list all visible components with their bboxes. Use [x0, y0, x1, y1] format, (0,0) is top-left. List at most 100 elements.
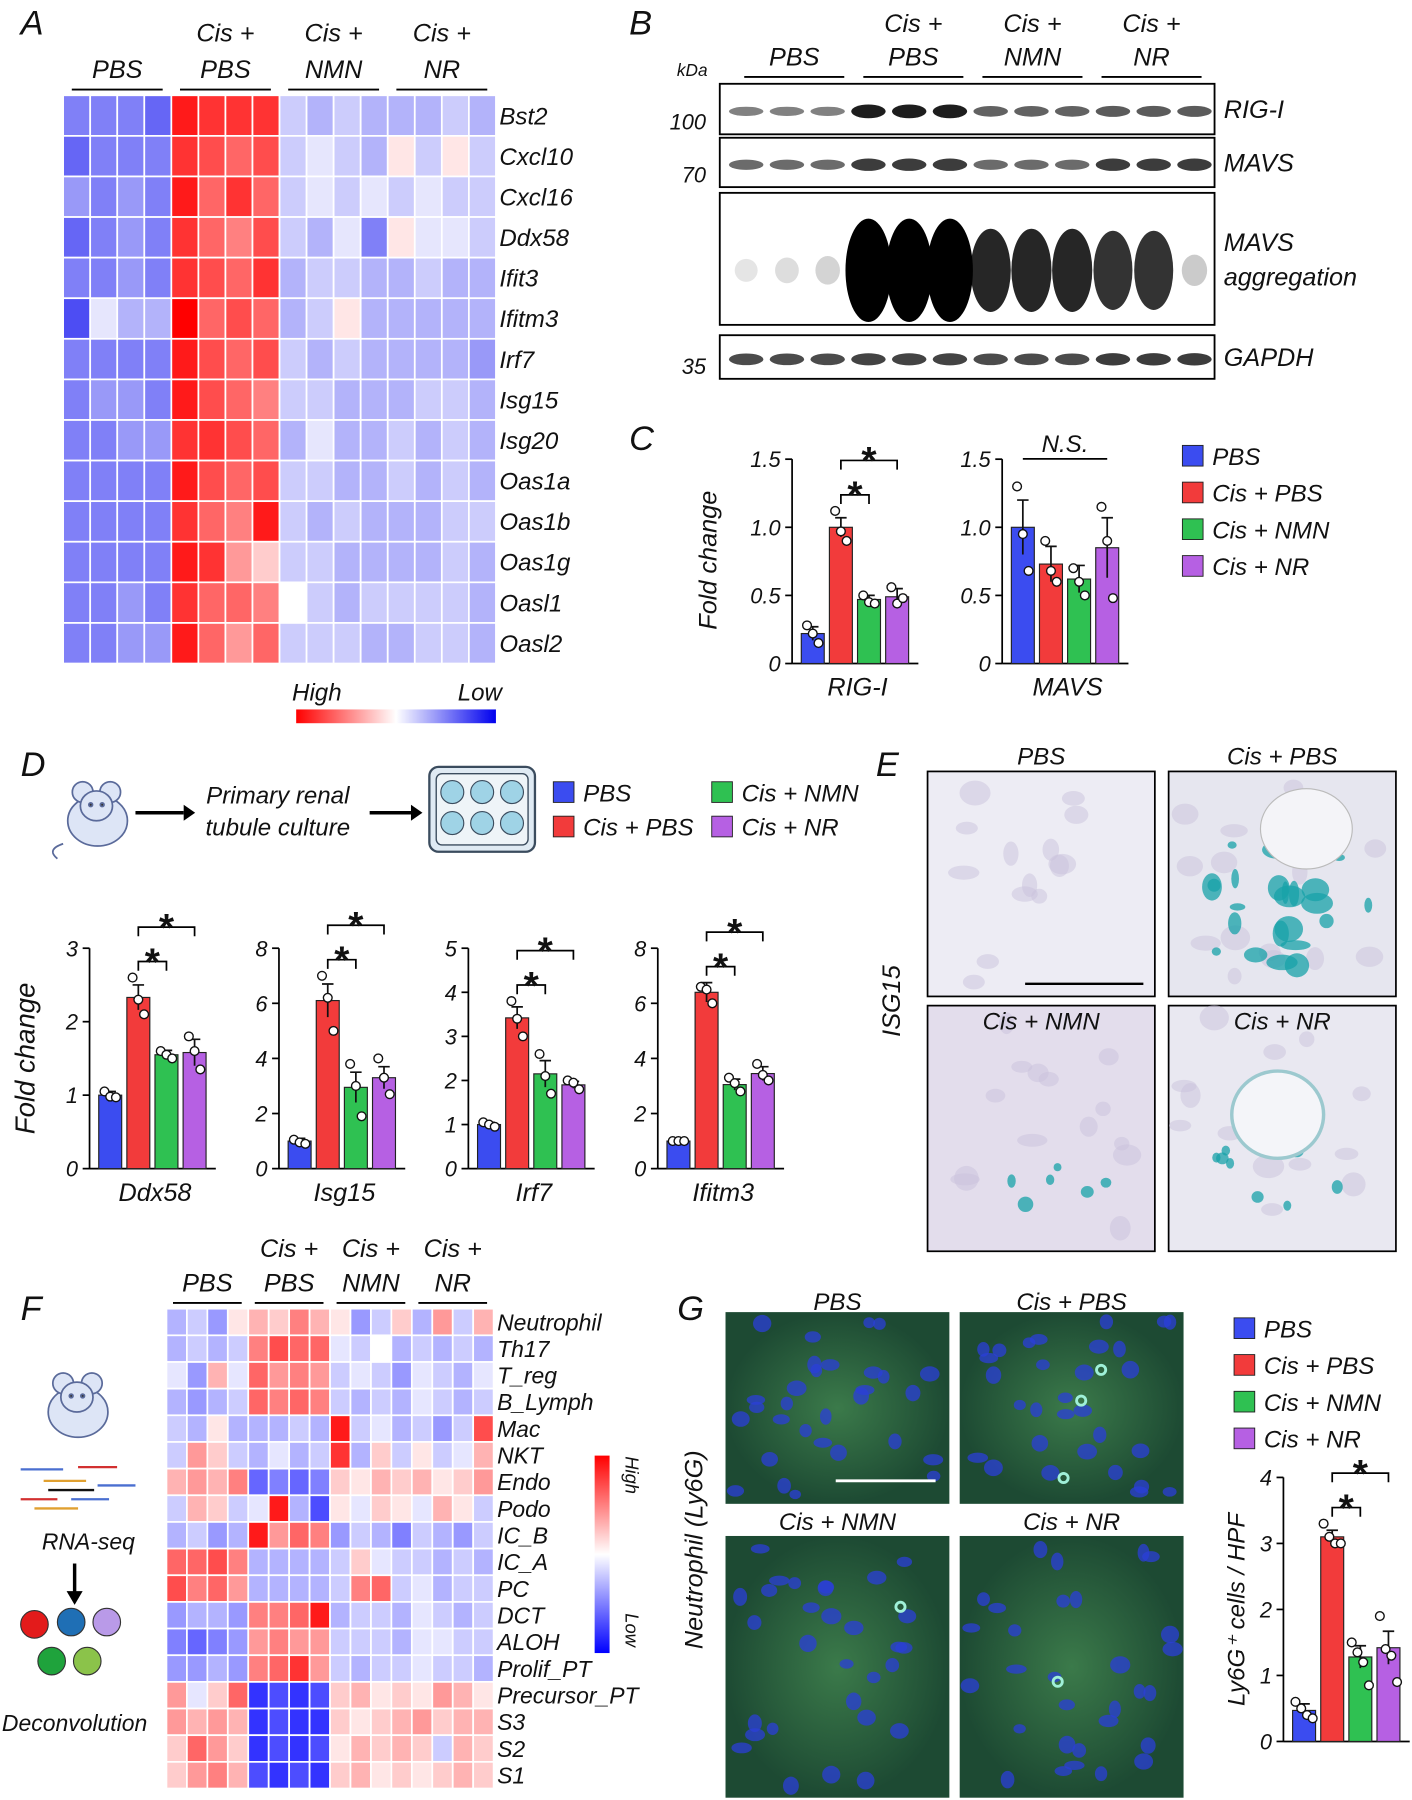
heatmap-cell [431, 1681, 454, 1710]
data-point [506, 996, 517, 1007]
blot-band [932, 158, 968, 171]
blot-band [1052, 228, 1093, 312]
heatmap-cell [305, 94, 335, 137]
heatmap-cell [206, 1734, 229, 1763]
sequencing-reads [20, 1465, 136, 1510]
panel-letter: C [629, 420, 655, 458]
stain [1045, 1174, 1055, 1186]
heatmap-cell [288, 1761, 311, 1790]
significance-label: * [727, 912, 743, 955]
heatmap-cell [278, 175, 308, 218]
heatmap-cell [251, 94, 281, 137]
tissue-texture [1109, 1215, 1131, 1241]
heatmap-cell [278, 378, 308, 421]
heatmap-cell [226, 1307, 250, 1337]
nucleus [888, 1433, 902, 1450]
heatmap-cell [440, 175, 470, 218]
group-label: Cis + [260, 1235, 318, 1263]
blot-frame [718, 82, 1216, 136]
heatmap-cell [197, 581, 227, 624]
data-point [378, 1072, 390, 1083]
heatmap-cell [224, 256, 254, 300]
heatmap-cell [288, 1361, 311, 1390]
significance-label: * [713, 946, 729, 989]
blot-band [1014, 353, 1049, 366]
heatmap-cell [390, 1547, 413, 1577]
significance-label: * [348, 905, 364, 948]
row-label: Irf7 [499, 347, 535, 374]
y-tick-label: 0 [66, 1157, 78, 1182]
heatmap-cell [206, 1334, 229, 1363]
nucleus [962, 1623, 981, 1633]
nucleus [890, 1723, 909, 1739]
group-label: PBS [182, 1269, 233, 1297]
row-label: S3 [497, 1709, 525, 1735]
heatmap-cell [308, 1761, 331, 1790]
y-tick-label: 3 [66, 936, 78, 961]
nucleus [817, 1580, 834, 1597]
nucleus [731, 1411, 750, 1427]
heatmap-cell [288, 1601, 311, 1630]
heatmap-cell [451, 1601, 475, 1630]
row-label: Ifitm3 [499, 306, 559, 333]
tissue-texture [955, 821, 978, 835]
heatmap-cell [451, 1361, 475, 1390]
heatmap-cell [247, 1414, 270, 1443]
nucleus [1058, 1699, 1075, 1711]
data-point [540, 1070, 551, 1082]
nucleus [747, 1615, 762, 1630]
ly6g-signal [1057, 1471, 1070, 1485]
heatmap-cell [143, 337, 173, 381]
tissue-texture [1288, 1157, 1312, 1171]
row-label: IC_B [497, 1523, 548, 1549]
heatmap-cell [370, 1307, 393, 1337]
nucleus [1041, 1465, 1060, 1481]
heatmap-cell [440, 94, 470, 137]
y-tick-label: 1.5 [750, 447, 781, 472]
bar [722, 1084, 747, 1170]
nucleus [1163, 1314, 1177, 1330]
data-point [1017, 529, 1028, 540]
heatmap-cell [251, 581, 281, 624]
heatmap-cell [329, 1601, 352, 1630]
y-tick-label: 4 [1260, 1465, 1272, 1490]
stain [1100, 1177, 1112, 1188]
heatmap-cell [386, 419, 416, 462]
y-tick-label: 1 [445, 1113, 457, 1138]
heatmap-cell [267, 1467, 291, 1497]
heatmap-cell [451, 1494, 475, 1523]
nucleus [769, 1575, 790, 1586]
heatmap-cell [431, 1574, 454, 1603]
heatmap-cell [308, 1387, 331, 1417]
heatmap-cell [410, 1414, 434, 1443]
heatmap-cell [226, 1387, 250, 1417]
micrograph [926, 770, 1156, 998]
group-label: PBS [92, 56, 143, 84]
heatmap-cell [410, 1681, 434, 1710]
y-tick-label: 6 [255, 991, 268, 1016]
stain [1228, 912, 1242, 935]
y-tick-label: 1 [1260, 1663, 1272, 1688]
heatmap-cell [431, 1627, 454, 1657]
y-tick-label: 2 [1259, 1597, 1272, 1622]
y-tick-label: 0.5 [960, 583, 991, 608]
nucleus [863, 1366, 883, 1379]
blot-band [891, 353, 927, 366]
heatmap-cell [451, 1547, 475, 1577]
row-label: Ddx58 [499, 225, 569, 252]
nucleus [782, 1776, 799, 1795]
heatmap-cell [472, 1361, 495, 1390]
heatmap-cell [267, 1574, 291, 1603]
legend-swatch [711, 781, 733, 803]
heatmap-cell [89, 419, 119, 462]
heatmap-cell [359, 216, 389, 259]
row-label: Oas1b [499, 509, 570, 536]
heatmap-cell [349, 1414, 372, 1443]
marker-label: 70 [682, 163, 706, 188]
nucleus [855, 1384, 875, 1396]
heatmap-cell [247, 1707, 270, 1737]
tissue-texture [1171, 803, 1199, 825]
y-tick-label: 0 [979, 652, 991, 677]
heatmap-cell [186, 1521, 209, 1550]
legend-label: PBS [1212, 444, 1260, 471]
